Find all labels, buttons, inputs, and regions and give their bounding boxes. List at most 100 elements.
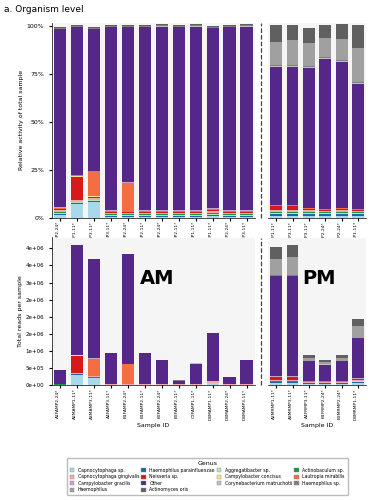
Bar <box>303 67 315 68</box>
Bar <box>287 384 299 385</box>
Bar <box>240 24 253 25</box>
Bar <box>336 361 347 382</box>
Bar <box>336 208 347 210</box>
Bar <box>303 208 315 210</box>
Bar <box>206 384 219 385</box>
Bar <box>190 213 202 214</box>
Text: PM: PM <box>302 270 336 288</box>
Bar <box>336 60 347 62</box>
Bar <box>303 384 315 385</box>
Bar <box>336 382 347 383</box>
Bar <box>303 382 315 383</box>
Bar <box>270 214 282 216</box>
Bar <box>88 201 100 202</box>
Bar <box>287 204 299 206</box>
Bar <box>105 216 117 218</box>
Bar <box>270 276 282 376</box>
Bar <box>190 210 202 212</box>
Bar <box>352 326 364 338</box>
Bar <box>156 213 168 214</box>
Bar <box>122 183 134 212</box>
Bar <box>156 360 168 384</box>
Bar <box>352 211 364 212</box>
Bar <box>336 214 347 216</box>
Bar <box>190 364 202 384</box>
Bar <box>240 214 253 216</box>
Bar <box>105 353 117 384</box>
Bar <box>352 338 364 378</box>
Bar <box>206 214 219 216</box>
Bar <box>206 381 219 383</box>
Bar <box>88 200 100 201</box>
Bar <box>206 213 219 214</box>
Bar <box>88 260 100 358</box>
Bar <box>173 28 185 210</box>
Bar <box>190 24 202 25</box>
Bar <box>206 210 219 211</box>
Bar <box>88 172 100 196</box>
Y-axis label: Total reads per sample: Total reads per sample <box>18 276 23 347</box>
Bar <box>303 210 315 212</box>
Bar <box>270 212 282 214</box>
Bar <box>303 43 315 66</box>
Bar <box>303 216 315 218</box>
Bar <box>270 247 282 258</box>
Bar <box>303 361 315 382</box>
Bar <box>223 214 236 216</box>
Bar <box>173 26 185 27</box>
Bar <box>336 216 347 218</box>
Bar <box>122 28 134 182</box>
Bar <box>88 376 100 378</box>
Bar <box>122 182 134 183</box>
Bar <box>105 213 117 214</box>
Bar <box>223 28 236 210</box>
Bar <box>287 382 299 384</box>
Bar <box>319 362 331 364</box>
Bar <box>71 26 83 27</box>
Bar <box>319 384 331 385</box>
Bar <box>190 214 202 216</box>
Bar <box>105 28 117 210</box>
Bar <box>223 377 236 384</box>
Bar <box>54 28 66 29</box>
Bar <box>303 356 315 358</box>
Bar <box>156 216 168 218</box>
Bar <box>156 214 168 216</box>
Bar <box>270 210 282 212</box>
Bar <box>173 212 185 213</box>
Bar <box>319 214 331 216</box>
Bar <box>336 24 347 40</box>
Bar <box>206 26 219 28</box>
Bar <box>303 358 315 361</box>
Bar <box>270 65 282 66</box>
Bar <box>105 27 117 28</box>
Bar <box>352 214 364 216</box>
Bar <box>54 214 66 218</box>
Bar <box>105 26 117 27</box>
Bar <box>206 216 219 218</box>
Bar <box>173 210 185 212</box>
Bar <box>240 360 253 384</box>
Bar <box>71 27 83 28</box>
Bar <box>139 353 151 384</box>
Bar <box>88 30 100 171</box>
Bar <box>270 384 282 385</box>
Bar <box>88 197 100 198</box>
Bar <box>240 212 253 213</box>
Bar <box>270 42 282 65</box>
Bar <box>71 176 83 177</box>
Bar <box>319 209 331 210</box>
Bar <box>336 356 347 358</box>
Bar <box>319 364 331 382</box>
Bar <box>287 67 299 204</box>
Bar <box>287 377 299 380</box>
Bar <box>71 177 83 200</box>
Bar <box>223 213 236 214</box>
Bar <box>287 40 299 65</box>
Bar <box>54 30 66 207</box>
Bar <box>54 210 66 212</box>
Bar <box>336 210 347 212</box>
Text: a. Organism level: a. Organism level <box>4 5 83 14</box>
Bar <box>122 214 134 216</box>
Bar <box>71 174 83 176</box>
